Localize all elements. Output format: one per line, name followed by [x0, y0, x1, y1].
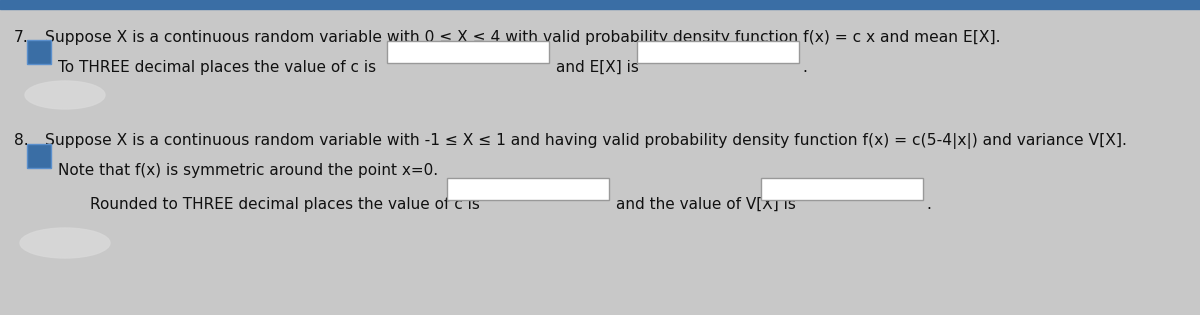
FancyBboxPatch shape	[28, 144, 50, 168]
Text: Note that f(x) is symmetric around the point x=0.: Note that f(x) is symmetric around the p…	[58, 163, 438, 178]
Ellipse shape	[25, 81, 106, 109]
Bar	[0, 0, 1200, 9]
Text: and the value of V[X] is: and the value of V[X] is	[616, 197, 796, 212]
FancyBboxPatch shape	[637, 41, 799, 63]
FancyBboxPatch shape	[446, 178, 610, 200]
FancyBboxPatch shape	[761, 178, 923, 200]
Text: 8.: 8.	[14, 133, 29, 148]
Text: Suppose X is a continuous random variable with -1 ≤ X ≤ 1 and having valid proba: Suppose X is a continuous random variabl…	[46, 133, 1127, 149]
Text: .: .	[926, 197, 931, 212]
Text: .: .	[802, 60, 806, 75]
Text: To THREE decimal places the value of c is: To THREE decimal places the value of c i…	[58, 60, 376, 75]
Ellipse shape	[20, 228, 110, 258]
Text: Rounded to THREE decimal places the value of c is: Rounded to THREE decimal places the valu…	[90, 197, 480, 212]
Text: and E[X] is: and E[X] is	[556, 60, 638, 75]
FancyBboxPatch shape	[28, 40, 50, 64]
Text: Suppose X is a continuous random variable with 0 ≤ X ≤ 4 with valid probability : Suppose X is a continuous random variabl…	[46, 30, 1001, 45]
FancyBboxPatch shape	[386, 41, 550, 63]
Text: 7.: 7.	[14, 30, 29, 45]
